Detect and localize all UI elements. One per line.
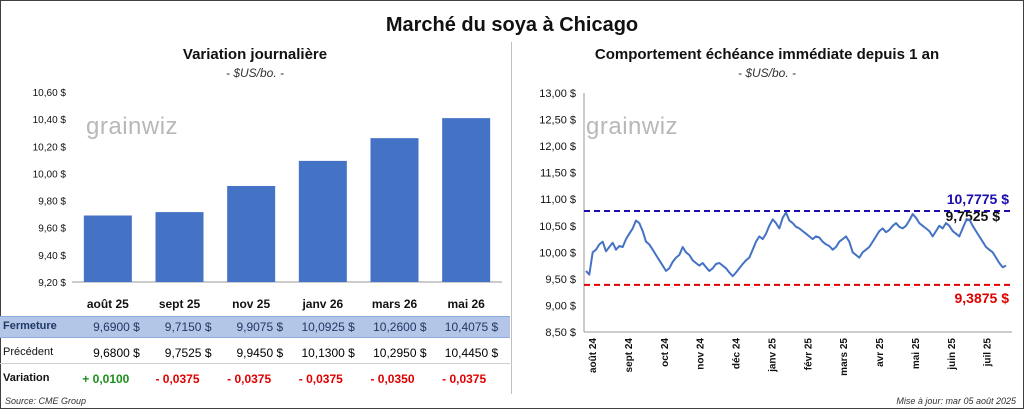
right-y-tick-label: 12,00 $: [539, 141, 576, 153]
price-series-line: [585, 211, 1007, 278]
right-y-tick-label: 9,00 $: [545, 300, 576, 312]
table-cell: 9,7525 $: [164, 346, 212, 360]
row-label-variation: Variation: [3, 372, 50, 384]
left-y-tick-label: 10,40 $: [33, 115, 67, 126]
left-y-tick-label: 10,00 $: [33, 169, 67, 180]
table-cell: 9,9075 $: [236, 320, 284, 334]
table-row-fermeture: Fermeture 9,6900 $ 9,7150 $ 9,9075 $ 10,092…: [0, 316, 510, 338]
table-cell: 10,2950 $: [373, 346, 427, 360]
table-cell: - 0,0375: [155, 372, 200, 386]
right-x-tick-label: nov 24: [696, 338, 707, 370]
bar: [298, 160, 347, 282]
right-x-tick-label: oct 24: [660, 338, 671, 367]
high-value-label: 10,7775 $: [947, 191, 1009, 207]
table-cell: - 0,0375: [298, 372, 343, 386]
right-x-tick-label: févr 25: [803, 338, 814, 371]
right-y-tick-label: 12,50 $: [539, 115, 576, 127]
bar: [155, 212, 204, 282]
left-y-tick-label: 9,80 $: [38, 197, 66, 208]
left-watermark-logo: grainwiz: [86, 113, 179, 140]
category-label: sept 25: [158, 297, 201, 311]
right-x-tick-label: avr 25: [875, 338, 886, 367]
right-x-tick-label: mars 25: [839, 338, 850, 376]
low-value-label: 9,3875 $: [955, 290, 1010, 306]
table-cell: 10,0925 $: [301, 320, 355, 334]
table-cell: 9,7150 $: [164, 320, 212, 334]
category-label: mars 26: [371, 297, 418, 311]
table-cell: 10,4450 $: [444, 346, 499, 360]
bar: [442, 118, 491, 282]
right-watermark-logo: grainwiz: [586, 113, 679, 140]
table-cell: - 0,0350: [370, 372, 415, 386]
right-line-chart: 8,50 $ 9,00 $ 9,50 $ 10,00 $ 10,50 $ 11,00 $ 1…: [539, 88, 1012, 376]
right-x-tick-label: août 24: [588, 338, 599, 373]
page-title: Marché du soya à Chicago: [385, 14, 639, 36]
current-value-label: 9,7525 $: [946, 208, 1001, 224]
right-y-tick-label: 13,00 $: [539, 88, 576, 100]
right-y-tick-label: 11,50 $: [540, 168, 576, 180]
left-bar-chart: 9,20 $ 9,40 $ 9,60 $ 9,80 $ 10,00 $ 10,20 $ 10…: [33, 88, 502, 289]
right-y-tick-label: 9,50 $: [545, 274, 576, 286]
right-y-tick-label: 8,50 $: [545, 327, 576, 339]
table-cell: 10,4075 $: [444, 320, 499, 334]
left-y-tick-label: 10,20 $: [33, 142, 67, 153]
right-chart-title: Comportement échéance immédiate depuis 1…: [594, 46, 940, 63]
panel-divider: [511, 42, 512, 394]
left-y-tick-label: 10,60 $: [33, 88, 67, 99]
left-y-tick-label: 9,60 $: [38, 224, 66, 235]
right-chart-unit: - $US/bo. -: [737, 66, 797, 80]
right-x-tick-label: sept 24: [624, 338, 635, 373]
bar: [370, 138, 419, 282]
right-y-tick-label: 11,00 $: [540, 194, 576, 206]
bar: [83, 215, 132, 282]
table-cell: 9,6900 $: [93, 320, 140, 334]
table-row-precedent: Précédent 9,6800 $ 9,7525 $ 9,9450 $ 10,130…: [0, 343, 510, 364]
category-label: nov 25: [232, 297, 271, 311]
right-x-tick-label: juil 25: [983, 338, 994, 368]
bar: [227, 185, 276, 282]
category-label: janv 26: [302, 297, 344, 311]
right-y-tick-label: 10,50 $: [539, 221, 576, 233]
source-note: Source: CME Group: [5, 396, 87, 406]
right-x-tick-label: déc 24: [732, 338, 743, 370]
left-chart-title: Variation journalière: [182, 46, 328, 63]
right-x-tick-label: janv 25: [767, 338, 778, 373]
right-x-tick-label: juin 25: [947, 338, 958, 371]
table-cell: - 0,0375: [442, 372, 487, 386]
table-cell: - 0,0375: [227, 372, 272, 386]
table-cell: 10,2600 $: [373, 320, 427, 334]
category-label: août 25: [86, 297, 129, 311]
table-row-variation: Variation + 0,0100 - 0,0375 - 0,0375 - 0,03…: [0, 369, 510, 389]
left-chart-unit: - $US/bo. -: [225, 66, 285, 80]
row-label-precedent: Précédent: [3, 346, 54, 358]
table-cell: 10,1300 $: [301, 346, 355, 360]
left-y-tick-label: 9,40 $: [38, 251, 66, 262]
right-x-tick-label: mai 25: [911, 338, 922, 370]
update-note: Mise à jour: mar 05 août 2025: [896, 396, 1016, 406]
row-label-fermeture: Fermeture: [3, 320, 57, 332]
category-label: mai 26: [447, 297, 485, 311]
table-cell: + 0,0100: [82, 372, 130, 386]
table-cell: 9,6800 $: [93, 346, 140, 360]
table-cell: 9,9450 $: [236, 346, 284, 360]
right-y-tick-label: 10,00 $: [539, 247, 576, 259]
left-y-tick-label: 9,20 $: [38, 278, 66, 289]
